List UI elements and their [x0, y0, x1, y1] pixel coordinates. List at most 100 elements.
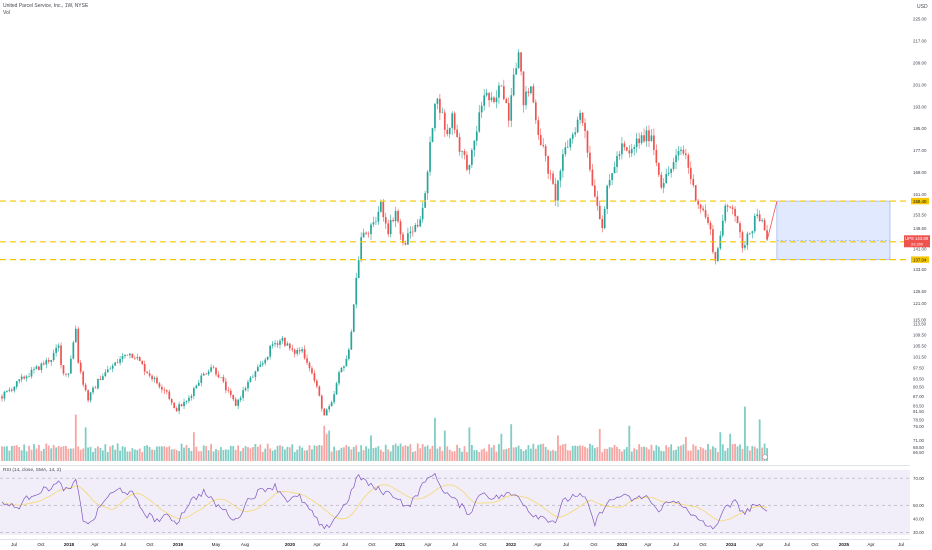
- candle-body: [448, 127, 451, 135]
- candle-body: [156, 377, 158, 384]
- volume-bar: [92, 452, 94, 461]
- volume-bar: [660, 450, 663, 461]
- volume-bar: [667, 447, 670, 461]
- volume-bar: [84, 427, 87, 461]
- volume-bar: [45, 443, 48, 461]
- volume-bar: [296, 449, 299, 461]
- volume-bar: [404, 445, 407, 461]
- candle-body: [6, 390, 8, 392]
- candle-body: [62, 365, 65, 374]
- volume-bar: [370, 435, 372, 461]
- candle-body: [672, 162, 675, 169]
- candle-body: [512, 74, 515, 96]
- volume-bar: [119, 450, 121, 461]
- volume-bar: [104, 444, 107, 461]
- volume-bar: [377, 446, 380, 461]
- volume-bar: [559, 445, 562, 461]
- volume-bar: [217, 450, 220, 461]
- candle-body: [407, 233, 409, 245]
- candle-body: [411, 231, 414, 233]
- volume-bar: [731, 444, 734, 461]
- candle-body: [40, 363, 43, 370]
- volume-bar: [411, 451, 414, 461]
- volume-bar: [564, 443, 567, 461]
- candle-body: [763, 220, 766, 231]
- price-axis-tick-label: 87.00: [913, 394, 925, 399]
- candle-body: [124, 354, 126, 357]
- time-axis-tick-label: Apr: [756, 542, 764, 547]
- volume-bar: [424, 446, 427, 461]
- candle-body: [655, 149, 658, 163]
- volume-bar: [33, 444, 35, 461]
- volume-bar: [237, 445, 240, 461]
- candle-body: [306, 358, 308, 363]
- candle-body: [387, 223, 390, 235]
- candle-body: [453, 113, 456, 130]
- volume-bar: [325, 433, 328, 461]
- volume-bar: [746, 445, 749, 461]
- price-axis: 225.00 217.00 209.00 201.00 193.00 185.00 177.…: [913, 17, 927, 455]
- volume-bar: [655, 445, 658, 461]
- candle-body: [136, 357, 139, 359]
- candle-body: [119, 358, 121, 363]
- candle-body: [751, 231, 754, 234]
- volume-bar: [466, 452, 468, 461]
- candle-body: [89, 392, 92, 401]
- time-axis-tick-label: Apr: [91, 542, 99, 547]
- volume-bar: [60, 447, 62, 461]
- volume-bar: [621, 451, 623, 461]
- candle-body: [446, 129, 449, 135]
- volume-bar: [672, 450, 675, 461]
- volume-bar: [79, 449, 82, 461]
- price-axis-tick-label: 185.00: [913, 126, 927, 131]
- candle-body: [372, 222, 375, 225]
- volume-bar: [397, 445, 399, 461]
- candle-body: [714, 252, 717, 261]
- volume-bar: [227, 449, 230, 461]
- projection-box[interactable]: [776, 200, 891, 260]
- volume-bar: [438, 446, 441, 461]
- candle-body: [530, 86, 532, 94]
- candle-body: [539, 134, 542, 146]
- volume-bar: [77, 446, 80, 461]
- candle-body: [490, 97, 493, 101]
- candle-body: [375, 221, 377, 223]
- volume-bar: [328, 430, 331, 461]
- volume-bar: [721, 444, 724, 461]
- rsi-pane: 70.00 50.00 40.00 30.00 RSI (14, close, SMA,…: [0, 467, 925, 535]
- candle-body: [242, 390, 244, 398]
- volume-bar: [586, 448, 589, 461]
- candle-body: [323, 408, 326, 416]
- volume-bar: [25, 451, 28, 461]
- candle-body: [557, 180, 559, 201]
- volume-bar: [308, 445, 311, 461]
- candle-body: [212, 367, 215, 368]
- candle-body: [94, 387, 97, 389]
- volume-bar: [261, 451, 264, 461]
- volume-bar: [133, 449, 136, 461]
- projection-line[interactable]: [766, 200, 778, 241]
- volume-bar: [288, 447, 291, 461]
- candle-body: [180, 404, 183, 407]
- time-axis-tick-label: Jul: [120, 542, 126, 547]
- rsi-line[interactable]: [1, 472, 768, 530]
- time-axis-tick-label: Apr: [313, 542, 321, 547]
- volume-bar: [1, 446, 3, 461]
- bar-countdown-label: 2d 20h: [911, 242, 923, 247]
- candle-body: [102, 376, 104, 381]
- scroll-realtime-icon[interactable]: [762, 454, 768, 460]
- volume-bar: [234, 449, 237, 461]
- price-axis-tick-label: 217.00: [913, 39, 927, 44]
- volume-bar: [441, 450, 444, 461]
- price-axis-tick-label: 177.00: [913, 148, 927, 153]
- candle-body: [146, 371, 148, 374]
- candle-body: [478, 112, 481, 132]
- candle-body: [52, 352, 55, 360]
- candle-body: [45, 360, 48, 365]
- rsi-axis-tick-label: 70.00: [913, 476, 925, 481]
- candle-body: [635, 138, 638, 148]
- volume-bar: [40, 450, 43, 461]
- volume-bar: [274, 449, 276, 461]
- volume-bar: [330, 451, 333, 461]
